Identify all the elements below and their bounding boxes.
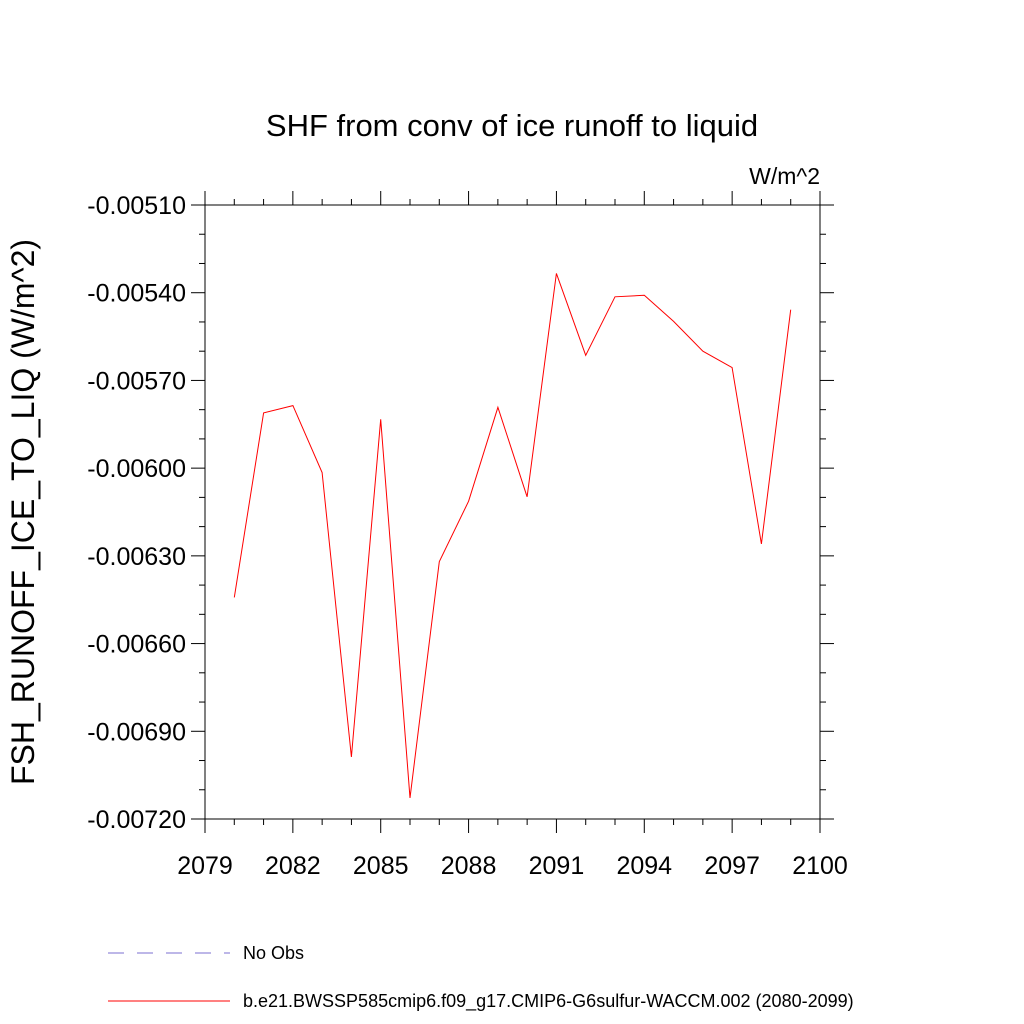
- legend-label-1: No Obs: [243, 943, 304, 963]
- y-axis-label: FSH_RUNOFF_ICE_TO_LIQ (W/m^2): [5, 239, 41, 785]
- plot-frame: [204, 204, 821, 820]
- units-label: W/m^2: [749, 163, 820, 189]
- y-tick-label: -0.00600: [87, 455, 186, 483]
- chart-title: SHF from conv of ice runoff to liquid: [266, 108, 758, 143]
- y-tick-label: -0.00540: [87, 280, 186, 308]
- x-tick-label: 2091: [529, 852, 585, 880]
- y-tick-label: -0.00570: [87, 367, 186, 395]
- series-line: [233, 273, 792, 798]
- y-tick-label: -0.00660: [87, 631, 186, 659]
- x-tick-label: 2097: [704, 852, 760, 880]
- x-tick-label: 2088: [441, 852, 497, 880]
- x-tick-label: 2094: [616, 852, 672, 880]
- x-tick-label: 2079: [177, 852, 233, 880]
- x-tick-label: 2100: [792, 852, 848, 880]
- legend: No Obs b.e21.BWSSP585cmip6.f09_g17.CMIP6-…: [108, 943, 854, 1012]
- y-tick-label: -0.00720: [87, 806, 186, 834]
- y-tick-label: -0.00630: [87, 543, 186, 571]
- series-layer: [233, 273, 792, 798]
- legend-label-2: b.e21.BWSSP585cmip6.f09_g17.CMIP6-G6sulf…: [243, 991, 854, 1012]
- y-tick-label: -0.00510: [87, 192, 186, 220]
- axis-ticks: 2079 2082 2085 2088 2091 2094 2097 2100 -0.00510…: [87, 191, 848, 880]
- x-tick-label: 2085: [353, 852, 409, 880]
- x-tick-label: 2082: [265, 852, 321, 880]
- y-tick-label: -0.00690: [87, 718, 186, 746]
